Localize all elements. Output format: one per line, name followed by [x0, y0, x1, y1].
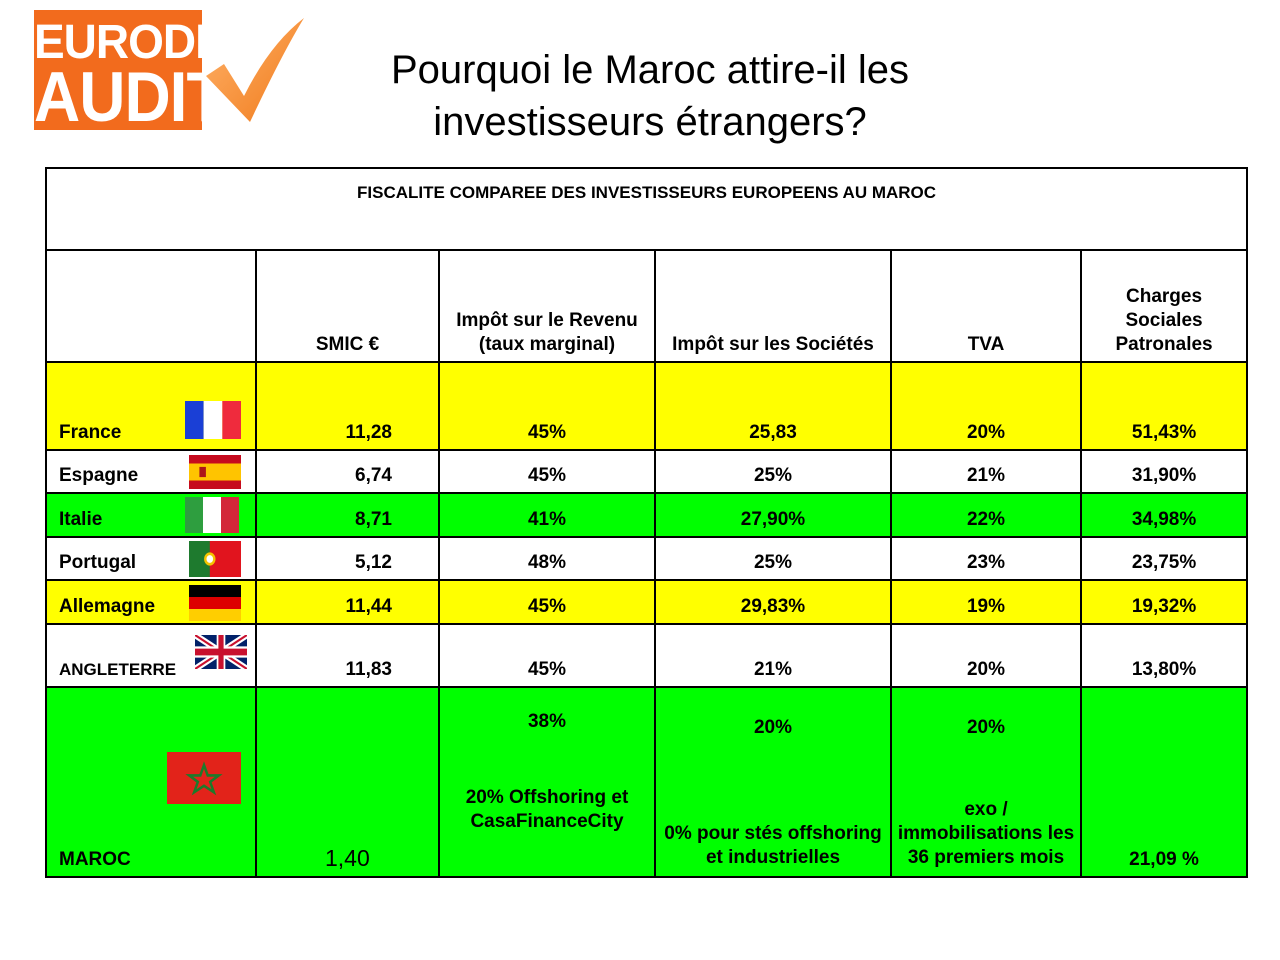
table-row: ANGLETERRE 11,83 45% 21% 20% 13,80% — [45, 623, 1249, 688]
vat-cell: 19% — [890, 579, 1082, 625]
income-tax-cell: 45% — [438, 449, 656, 494]
country-name: Allemagne — [59, 596, 156, 617]
header-smic: SMIC € — [255, 249, 440, 363]
vat-cell: 20% — [890, 623, 1082, 688]
table-row: Portugal 5,12 48% 25% 23% 23,75% — [45, 536, 1249, 581]
smic-cell: 11,44 — [255, 579, 440, 625]
tax-comparison-table: FISCALITE COMPAREE DES INVESTISSEURS EUR… — [44, 167, 1249, 878]
vat-cell: 20% — [890, 361, 1082, 451]
income-tax-cell: 45% — [438, 623, 656, 688]
corporate-tax-cell: 25,83 — [654, 361, 892, 451]
table-row-maroc: MAROC 1,40 38% 20% Offshoring et CasaFin… — [45, 686, 1249, 878]
germany-flag-icon — [189, 585, 241, 621]
header-income-tax: Impôt sur le Revenu (taux marginal) — [438, 249, 656, 363]
social-charges-cell: 23,75% — [1079, 536, 1249, 581]
header-corporate-tax: Impôt sur les Sociétés — [654, 249, 892, 363]
portugal-flag-icon — [189, 541, 241, 577]
country-name: France — [59, 422, 122, 443]
checkmark-icon — [206, 18, 304, 122]
morocco-flag-icon — [167, 752, 241, 804]
table-row: France 11,28 45% 25,83 20% 51,43% — [45, 361, 1249, 451]
smic-cell: 1,40 — [255, 686, 440, 878]
table-row: Allemagne 11,44 45% 29,83% 19% 19,32% — [45, 579, 1249, 625]
logo-line2: AUDIT — [34, 57, 226, 137]
country-name: MAROC — [59, 849, 131, 870]
table-header-row: SMIC € Impôt sur le Revenu (taux margina… — [45, 249, 1249, 363]
corporate-tax-cell: 25% — [654, 449, 892, 494]
vat-cell: 21% — [890, 449, 1082, 494]
smic-cell: 8,71 — [255, 492, 440, 538]
income-tax-main: 38% — [527, 711, 567, 732]
vat-cell: 22% — [890, 492, 1082, 538]
income-tax-cell: 48% — [438, 536, 656, 581]
corporate-tax-cell: 27,90% — [654, 492, 892, 538]
income-tax-cell: 45% — [438, 579, 656, 625]
france-flag-icon — [185, 401, 241, 439]
corporate-tax-cell: 21% — [654, 623, 892, 688]
eurodefi-audit-logo: EURODEFI AUDIT — [34, 10, 265, 137]
title-line1: Pourquoi le Maroc attire-il les — [391, 48, 909, 92]
header-country — [45, 249, 257, 363]
social-charges-cell: 51,43% — [1079, 361, 1249, 451]
italy-flag-icon — [185, 497, 239, 533]
smic-cell: 11,28 — [255, 361, 440, 451]
page-title: Pourquoi le Maroc attire-il les investis… — [300, 44, 1000, 148]
title-line2: investisseurs étrangers? — [433, 100, 867, 144]
header-social-charges: Charges Sociales Patronales — [1079, 249, 1249, 363]
table-row: Italie 8,71 41% 27,90% 22% 34,98% — [45, 492, 1249, 538]
vat-note: exo / immobilisations les 36 premiers mo… — [897, 799, 1075, 868]
vat-main: 20% — [966, 717, 1006, 738]
income-tax-note: 20% Offshoring et CasaFinanceCity — [465, 787, 629, 832]
corporate-tax-cell: 29,83% — [654, 579, 892, 625]
corporate-tax-note: 0% pour stés offshoring et industrielles — [664, 823, 882, 868]
corporate-tax-cell: 25% — [654, 536, 892, 581]
country-name: ANGLETERRE — [59, 660, 177, 679]
social-charges-cell: 19,32% — [1079, 579, 1249, 625]
country-name: Italie — [59, 509, 103, 530]
income-tax-cell: 41% — [438, 492, 656, 538]
spain-flag-icon — [189, 455, 241, 489]
social-charges-cell: 34,98% — [1079, 492, 1249, 538]
income-tax-cell: 45% — [438, 361, 656, 451]
social-charges-cell: 13,80% — [1079, 623, 1249, 688]
table-caption: FISCALITE COMPAREE DES INVESTISSEURS EUR… — [44, 167, 1249, 251]
social-charges-cell: 21,09 % — [1079, 686, 1249, 878]
vat-cell: 23% — [890, 536, 1082, 581]
table-row: Espagne 6,74 45% 25% 21% 31,90% — [45, 449, 1249, 494]
header-vat: TVA — [890, 249, 1082, 363]
social-charges-cell: 31,90% — [1079, 449, 1249, 494]
country-name: Portugal — [59, 552, 137, 573]
corporate-tax-main: 20% — [753, 717, 793, 738]
uk-flag-icon — [195, 635, 247, 669]
smic-cell: 6,74 — [255, 449, 440, 494]
country-name: Espagne — [59, 465, 139, 486]
smic-cell: 5,12 — [255, 536, 440, 581]
smic-cell: 11,83 — [255, 623, 440, 688]
